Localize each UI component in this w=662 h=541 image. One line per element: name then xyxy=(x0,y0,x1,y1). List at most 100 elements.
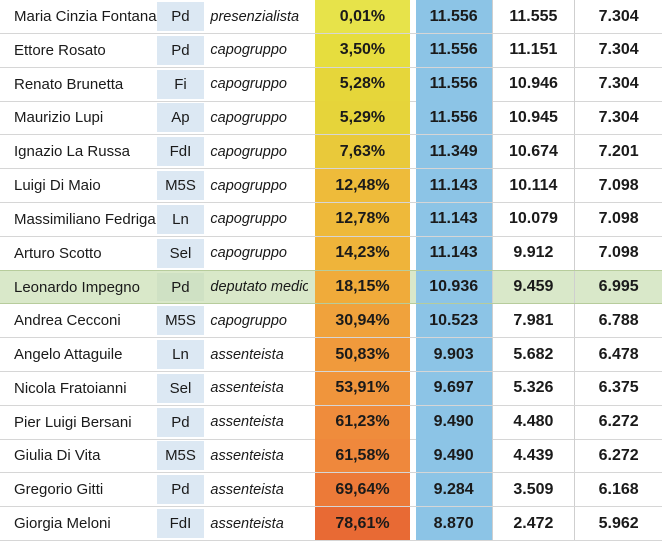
column-divider xyxy=(574,236,576,270)
deputy-name: Leonardo Impegno xyxy=(14,278,140,296)
absence-percentage: 50,83% xyxy=(315,338,410,371)
role-label: assenteista xyxy=(210,414,284,431)
absence-percentage: 5,29% xyxy=(315,101,410,135)
role-label: presenzialista xyxy=(210,8,300,25)
absence-percentage: 78,61% xyxy=(315,507,410,540)
column-gap xyxy=(308,406,315,439)
amount-column-3: 6.272 xyxy=(598,446,639,464)
role-label: capogruppo xyxy=(210,245,287,262)
column-gap xyxy=(308,372,315,405)
amount-column-2: 11.555 xyxy=(509,7,558,25)
deputy-name: Pier Luigi Bersani xyxy=(14,413,132,431)
amount-column-3: 6.478 xyxy=(598,345,639,363)
column-divider xyxy=(574,135,576,169)
column-divider xyxy=(574,507,576,540)
amount-column-3: 6.788 xyxy=(598,311,639,329)
table-row: Maurizio Lupi Ap capogruppo 5,29% 11.556 10.9… xyxy=(0,101,662,136)
column-divider xyxy=(574,271,576,304)
column-gap xyxy=(308,169,315,202)
amount-column-1: 11.556 xyxy=(415,101,492,135)
column-divider xyxy=(491,169,493,202)
amount-column-3: 7.201 xyxy=(598,142,639,160)
party-badge: Sel xyxy=(156,238,205,268)
amount-column-1: 8.870 xyxy=(415,507,492,540)
column-divider xyxy=(491,304,493,338)
column-divider xyxy=(491,135,493,169)
deputy-name: Andrea Cecconi xyxy=(14,312,121,330)
party-badge: Sel xyxy=(156,373,205,403)
amount-column-2: 3.509 xyxy=(513,480,554,498)
column-gap xyxy=(308,507,315,540)
party-badge: M5S xyxy=(156,306,205,336)
amount-column-2: 11.151 xyxy=(509,41,558,59)
absence-percentage: 5,28% xyxy=(315,67,410,101)
amount-column-3: 6.375 xyxy=(598,379,639,397)
amount-column-3: 6.995 xyxy=(598,278,639,296)
absence-percentage: 14,23% xyxy=(315,236,410,270)
table-row: Arturo Scotto Sel capogruppo 14,23% 11.143 9.… xyxy=(0,236,662,271)
absence-percentage: 12,78% xyxy=(315,202,410,236)
amount-column-1: 11.556 xyxy=(415,33,492,67)
table-row: Gregorio Gitti Pd assenteista 69,64% 9.284 3.… xyxy=(0,473,662,508)
amount-column-3: 6.168 xyxy=(598,480,639,498)
role-label: capogruppo xyxy=(210,143,287,160)
amount-column-1: 11.556 xyxy=(415,67,492,101)
amount-column-2: 9.912 xyxy=(513,244,554,262)
amount-column-3: 7.304 xyxy=(598,75,639,93)
amount-column-2: 10.114 xyxy=(509,176,558,194)
column-gap xyxy=(308,473,315,506)
amount-column-2: 4.480 xyxy=(513,413,554,431)
amount-column-3: 7.304 xyxy=(598,7,639,25)
amount-column-1: 9.284 xyxy=(415,473,492,507)
column-gap xyxy=(308,203,315,236)
column-divider xyxy=(574,371,576,405)
amount-column-1: 9.490 xyxy=(415,405,492,439)
absence-percentage: 61,58% xyxy=(315,439,410,473)
table-row: Angelo Attaguile Ln assenteista 50,83% 9.903… xyxy=(0,338,662,372)
column-divider xyxy=(491,405,493,439)
amount-column-2: 10.945 xyxy=(508,108,558,126)
table-row: Andrea Cecconi M5S capogruppo 30,94% 10.523 7… xyxy=(0,304,662,339)
party-badge: M5S xyxy=(156,441,205,471)
amount-column-2: 5.682 xyxy=(513,345,554,363)
column-divider xyxy=(491,473,493,507)
column-gap xyxy=(308,135,315,168)
amount-column-3: 6.272 xyxy=(598,413,639,431)
amount-column-2: 4.439 xyxy=(513,446,554,464)
role-label: capogruppo xyxy=(210,109,287,126)
role-label: capogruppo xyxy=(210,177,287,194)
role-label: assenteista xyxy=(210,481,284,498)
table-row: Giorgia Meloni FdI assenteista 78,61% 8.870 2… xyxy=(0,507,662,541)
table-row: Ettore Rosato Pd capogruppo 3,50% 11.556 11.1… xyxy=(0,33,662,68)
table-row: Leonardo Impegno Pd deputato medio 18,15% 10… xyxy=(0,270,662,305)
party-badge: Fi xyxy=(156,69,205,99)
amount-column-1: 11.143 xyxy=(415,169,492,202)
column-divider xyxy=(574,33,576,67)
table-row: Luigi Di Maio M5S capogruppo 12,48% 11.143 10… xyxy=(0,169,662,203)
absence-percentage: 53,91% xyxy=(315,371,410,405)
amount-column-1: 9.697 xyxy=(415,371,492,405)
amount-column-2: 7.981 xyxy=(513,311,554,329)
party-badge: FdI xyxy=(156,137,205,167)
column-divider xyxy=(574,439,576,473)
deputy-name: Maurizio Lupi xyxy=(14,109,104,127)
deputy-name: Nicola Fratoianni xyxy=(14,379,127,397)
column-divider xyxy=(574,405,576,439)
deputy-name: Ettore Rosato xyxy=(14,41,106,59)
party-badge: Ln xyxy=(156,204,205,234)
table-row: Massimiliano Fedriga Ln capogruppo 12,78% 11… xyxy=(0,202,662,237)
column-divider xyxy=(574,67,576,101)
amount-column-3: 7.304 xyxy=(598,108,639,126)
role-label: assenteista xyxy=(210,380,284,397)
party-badge: Pd xyxy=(156,2,205,31)
amount-column-2: 9.459 xyxy=(513,278,554,296)
party-badge: Pd xyxy=(156,475,205,505)
column-divider xyxy=(574,169,576,202)
amount-column-1: 10.936 xyxy=(415,271,492,304)
amount-column-2: 10.946 xyxy=(508,75,558,93)
role-label: assenteista xyxy=(210,515,284,532)
party-badge: Ap xyxy=(156,103,205,133)
column-gap xyxy=(308,237,315,270)
amount-column-3: 7.098 xyxy=(598,176,639,194)
table-row: Ignazio La Russa FdI capogruppo 7,63% 11.349… xyxy=(0,135,662,170)
